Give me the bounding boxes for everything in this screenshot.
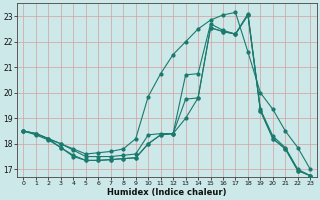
X-axis label: Humidex (Indice chaleur): Humidex (Indice chaleur) bbox=[107, 188, 227, 197]
